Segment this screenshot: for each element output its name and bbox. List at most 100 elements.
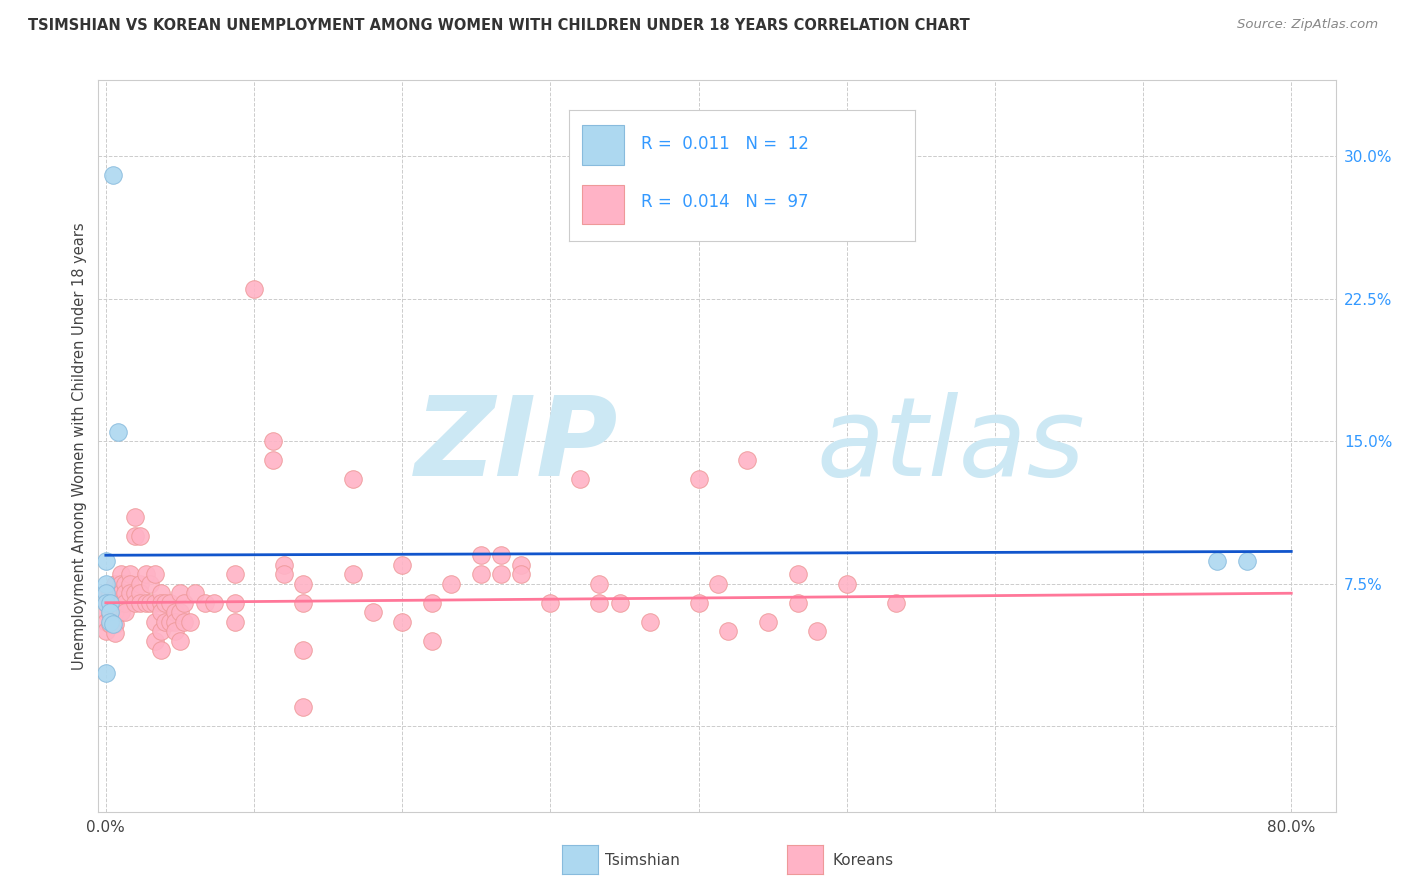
Point [688, 596, 710, 610]
Point [202, 596, 225, 610]
Point [139, 596, 162, 610]
Point [342, 472, 364, 486]
Point [104, 596, 127, 610]
Point [94, 586, 117, 600]
Point [118, 576, 141, 591]
Point [118, 567, 141, 582]
Point [98, 586, 121, 600]
Point [509, 558, 531, 572]
Point [391, 558, 413, 572]
Point [110, 576, 132, 591]
Point [509, 567, 531, 582]
Bar [582, 126, 624, 165]
Point [103, 168, 125, 182]
Point [243, 282, 266, 296]
Point [94, 624, 117, 639]
Point [420, 633, 443, 648]
Point [114, 576, 136, 591]
Point [361, 605, 384, 619]
Point [104, 626, 127, 640]
Text: Source: ZipAtlas.com: Source: ZipAtlas.com [1237, 18, 1378, 31]
Point [717, 624, 740, 639]
Point [273, 567, 295, 582]
Point [149, 596, 172, 610]
Point [129, 576, 152, 591]
Point [273, 558, 295, 572]
Point [806, 624, 828, 639]
Point [588, 576, 610, 591]
Point [124, 586, 146, 600]
Point [737, 453, 759, 467]
Point [638, 615, 661, 629]
Point [94, 576, 117, 591]
Point [1236, 554, 1258, 568]
Point [609, 596, 631, 610]
Point [135, 596, 157, 610]
Point [688, 472, 710, 486]
Point [110, 596, 132, 610]
Point [569, 472, 592, 486]
Point [262, 453, 284, 467]
Text: ZIP: ZIP [415, 392, 619, 500]
Point [786, 567, 808, 582]
Point [94, 666, 117, 681]
Point [98, 596, 121, 610]
Point [104, 616, 127, 631]
Point [169, 633, 191, 648]
Point [94, 554, 117, 568]
Point [173, 596, 195, 610]
Point [94, 596, 117, 610]
Point [342, 567, 364, 582]
Point [114, 586, 136, 600]
Point [149, 624, 172, 639]
Point [153, 596, 176, 610]
Point [118, 586, 141, 600]
Point [291, 596, 314, 610]
Point [835, 576, 858, 591]
Point [143, 633, 166, 648]
Text: R =  0.014   N =  97: R = 0.014 N = 97 [641, 194, 808, 211]
Point [107, 425, 129, 439]
Point [588, 596, 610, 610]
Point [391, 615, 413, 629]
Text: atlas: atlas [815, 392, 1084, 500]
Point [114, 605, 136, 619]
Point [184, 586, 207, 600]
Point [173, 615, 195, 629]
Point [538, 596, 561, 610]
Point [291, 643, 314, 657]
Point [149, 605, 172, 619]
Point [98, 607, 121, 621]
Text: R =  0.011   N =  12: R = 0.011 N = 12 [641, 136, 810, 153]
Point [104, 576, 127, 591]
Point [179, 615, 201, 629]
Point [110, 586, 132, 600]
Point [169, 586, 191, 600]
Point [124, 529, 146, 543]
Point [169, 605, 191, 619]
Y-axis label: Unemployment Among Women with Children Under 18 years: Unemployment Among Women with Children U… [72, 222, 87, 670]
Point [165, 605, 187, 619]
Point [98, 598, 121, 612]
Point [159, 615, 181, 629]
Point [165, 624, 187, 639]
Point [440, 576, 463, 591]
Point [114, 596, 136, 610]
Point [129, 529, 152, 543]
Point [103, 616, 125, 631]
Point [124, 596, 146, 610]
Point [143, 615, 166, 629]
Point [94, 605, 117, 619]
Point [291, 576, 314, 591]
Point [139, 576, 162, 591]
Point [224, 567, 246, 582]
Point [224, 596, 246, 610]
Point [153, 615, 176, 629]
Point [224, 615, 246, 629]
Point [135, 567, 157, 582]
Point [707, 576, 730, 591]
Text: Tsimshian: Tsimshian [605, 854, 679, 868]
Point [149, 586, 172, 600]
Point [110, 605, 132, 619]
Point [491, 567, 513, 582]
